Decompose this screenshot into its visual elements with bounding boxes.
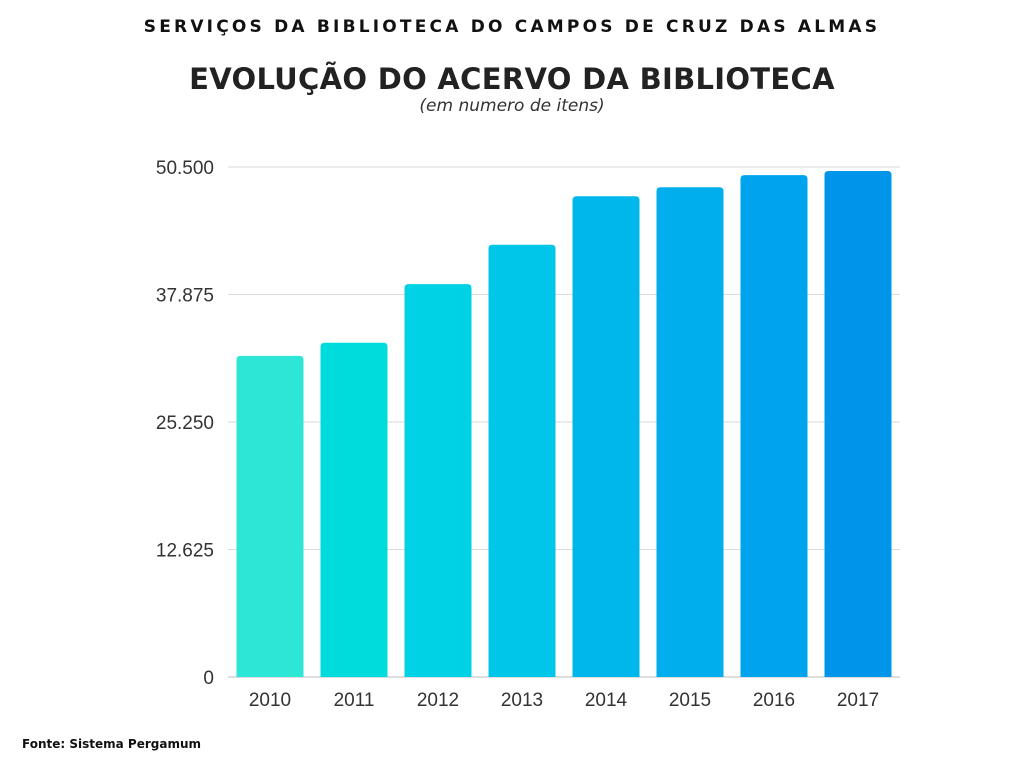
x-tick-label: 2013 bbox=[501, 690, 543, 711]
bar-2017 bbox=[824, 171, 892, 677]
y-tick-label: 0 bbox=[203, 668, 214, 689]
bar-2011 bbox=[320, 342, 388, 677]
y-tick-label: 12.625 bbox=[156, 541, 214, 562]
x-tick-label: 2011 bbox=[334, 690, 375, 711]
y-axis-tick-labels: 0 12.625 25.250 37.875 50.500 bbox=[156, 158, 214, 689]
x-tick-label: 2015 bbox=[669, 690, 711, 711]
bar-2015 bbox=[656, 187, 724, 678]
bar-2013 bbox=[488, 244, 556, 677]
source-note: Fonte: Sistema Pergamum bbox=[22, 737, 201, 751]
chart-title: EVOLUÇÃO DO ACERVO DA BIBLIOTECA bbox=[189, 62, 835, 96]
bar-2014 bbox=[572, 196, 640, 678]
chart-subtitle: (em numero de itens) bbox=[419, 96, 605, 116]
x-tick-label: 2017 bbox=[837, 690, 879, 711]
bar-2010 bbox=[236, 355, 304, 677]
bar-2012 bbox=[404, 284, 472, 677]
y-tick-label: 25.250 bbox=[156, 413, 214, 434]
bars bbox=[236, 171, 892, 678]
y-tick-label: 37.875 bbox=[156, 286, 214, 307]
x-tick-label: 2010 bbox=[249, 690, 291, 711]
chart-supertitle: SERVIÇOS DA BIBLIOTECA DO CAMPOS DE CRUZ… bbox=[143, 17, 881, 37]
x-tick-label: 2016 bbox=[753, 690, 795, 711]
x-tick-label: 2014 bbox=[585, 690, 628, 711]
bar-2016 bbox=[740, 175, 808, 677]
x-tick-label: 2012 bbox=[417, 690, 459, 711]
x-axis-tick-labels: 2010 2011 2012 2013 2014 2015 2016 2017 bbox=[249, 690, 879, 711]
y-tick-label: 50.500 bbox=[156, 158, 214, 179]
